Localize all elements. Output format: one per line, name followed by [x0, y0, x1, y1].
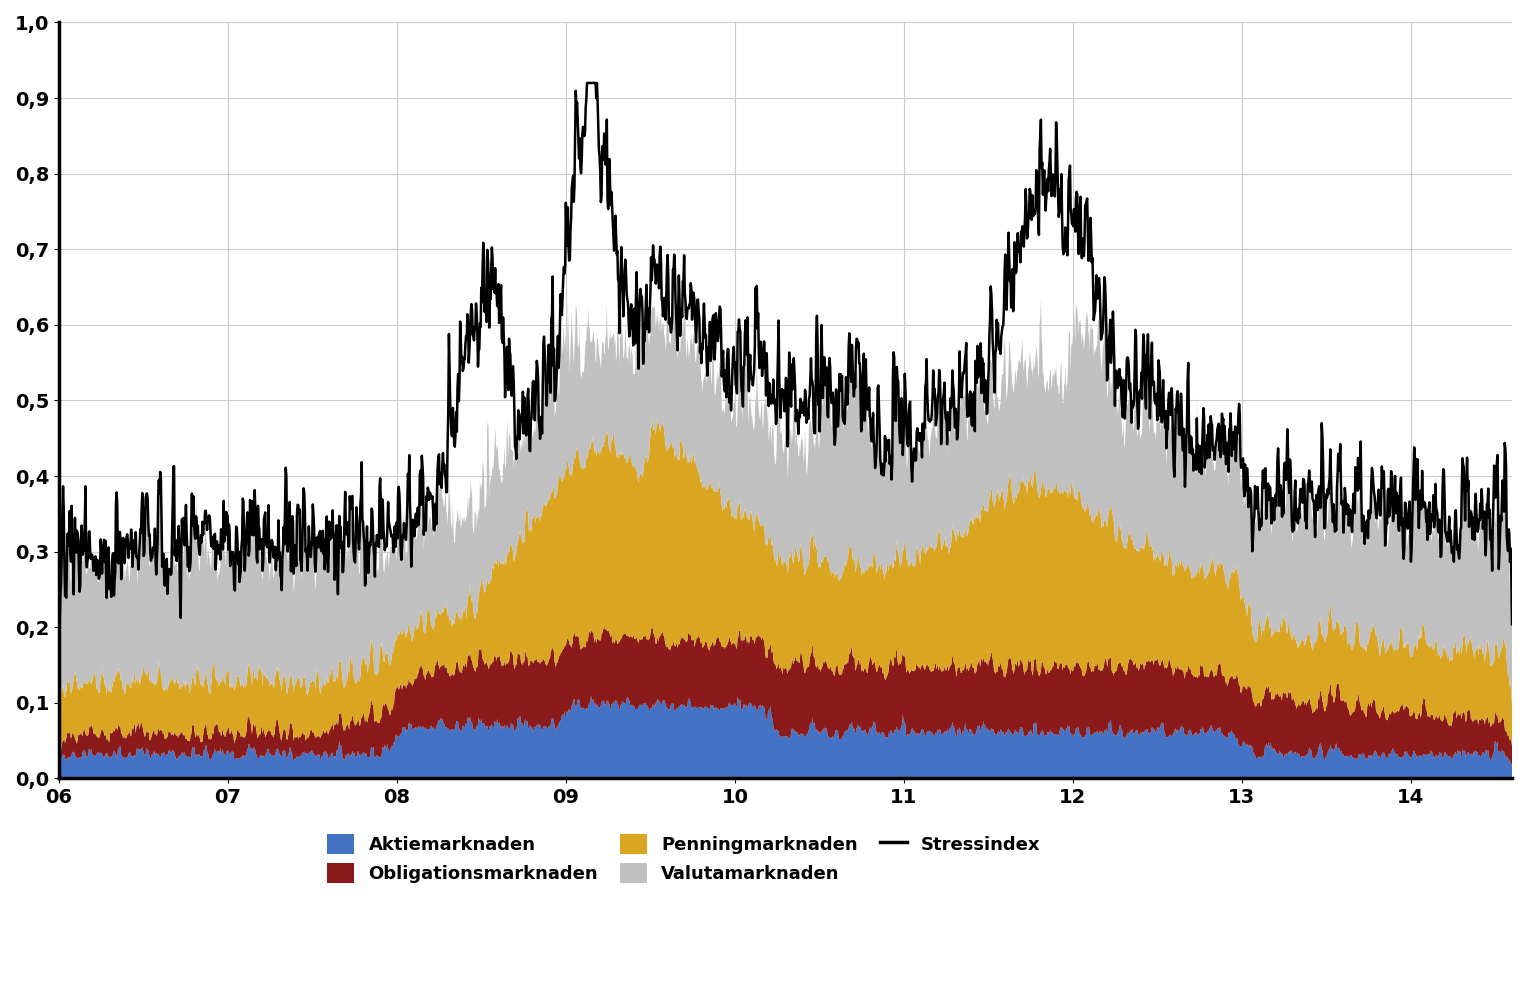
Legend: Aktiemarknaden, Obligationsmarknaden, Penningmarknaden, Valutamarknaden, Stressi: Aktiemarknaden, Obligationsmarknaden, Pe… — [319, 828, 1048, 890]
